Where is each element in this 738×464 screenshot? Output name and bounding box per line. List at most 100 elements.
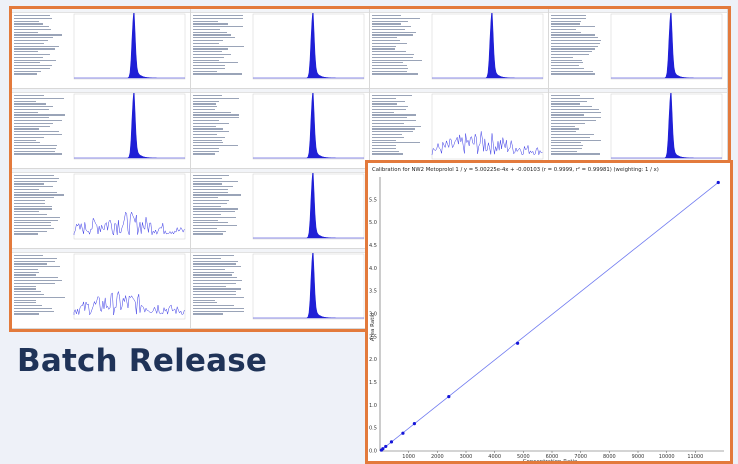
data-point <box>716 180 720 185</box>
tile-metadata-text <box>14 95 68 157</box>
tile-header <box>549 89 727 93</box>
y-tick-label: 0.0 <box>369 449 377 455</box>
x-tick-label: 4000 <box>488 454 501 460</box>
peak-trace <box>74 13 185 79</box>
tile-header <box>12 89 190 93</box>
y-tick-label: 4.5 <box>369 243 377 249</box>
peak-trace <box>253 93 364 159</box>
chart-title: Calibration for NW2 Metoprolol 1 / y = 5… <box>372 166 659 173</box>
chromatogram-plot <box>252 13 365 80</box>
tile-metadata-text <box>372 95 426 157</box>
peak-trace <box>611 13 722 79</box>
chromatogram-plot <box>252 253 365 320</box>
y-tick-label: 1.0 <box>369 403 377 409</box>
data-point <box>447 395 451 399</box>
chromatogram-tile <box>12 249 191 329</box>
chromatogram-tile <box>549 9 728 89</box>
x-tick-label: 3000 <box>460 454 473 460</box>
tile-metadata-text <box>14 175 68 237</box>
tile-metadata-text <box>193 175 247 237</box>
x-tick-label: 1000 <box>402 454 415 460</box>
data-point <box>516 341 520 345</box>
chromatogram-plot <box>431 93 544 160</box>
tile-header <box>549 9 727 13</box>
chromatogram-plot <box>252 173 365 240</box>
chromatogram-tile <box>191 249 370 329</box>
tile-header <box>12 249 190 253</box>
noise-trace <box>73 211 185 236</box>
tile-header <box>12 169 190 173</box>
data-point <box>389 440 394 444</box>
chromatogram-tile <box>191 9 370 89</box>
tile-metadata-text <box>193 15 247 77</box>
tile-metadata-text <box>372 15 426 77</box>
noise-trace <box>431 131 543 156</box>
x-tick-label: 9000 <box>632 454 645 460</box>
calibration-svg: Calibration for NW2 Metoprolol 1 / y = 5… <box>369 166 724 461</box>
data-point <box>384 444 388 449</box>
chromatogram-plot <box>252 93 365 160</box>
peak-trace <box>611 93 722 159</box>
tile-header <box>370 9 548 13</box>
tile-header <box>191 249 369 253</box>
y-tick-label: 3.5 <box>369 289 377 295</box>
peak-trace <box>253 13 364 79</box>
data-point <box>381 447 385 451</box>
chromatogram-tile <box>12 9 191 89</box>
peak-trace <box>253 173 364 239</box>
x-tick-label: 8000 <box>603 454 616 460</box>
x-tick-label: 2000 <box>431 454 444 460</box>
chromatogram-tile <box>12 169 191 249</box>
page-title: Batch Release <box>17 343 268 379</box>
fit-line <box>379 182 719 452</box>
y-tick-label: 5.0 <box>369 220 377 226</box>
tile-metadata-text <box>14 15 68 77</box>
tile-header <box>12 9 190 13</box>
x-axis-label: Concentration Ratio <box>523 459 578 461</box>
y-tick-label: 2.5 <box>369 334 377 340</box>
chromatogram-plot <box>610 13 723 80</box>
chromatogram-tile <box>370 9 549 89</box>
y-axis-label: Area Ratio <box>370 312 376 341</box>
y-tick-label: 2.0 <box>369 357 377 363</box>
chromatogram-tile <box>12 89 191 169</box>
tile-header <box>191 169 369 173</box>
chromatogram-plot <box>73 13 186 80</box>
calibration-chart: Calibration for NW2 Metoprolol 1 / y = 5… <box>365 160 733 464</box>
data-point <box>401 431 405 435</box>
x-tick-label: 6000 <box>546 454 559 460</box>
x-tick-label: 10000 <box>659 454 675 460</box>
data-point <box>412 422 416 426</box>
tile-header <box>191 9 369 13</box>
chromatogram-tile <box>370 89 549 169</box>
noise-trace <box>73 290 185 316</box>
y-tick-label: 5.5 <box>369 197 377 203</box>
tile-metadata-text <box>193 255 247 317</box>
y-tick-label: 0.5 <box>369 426 377 432</box>
x-tick-label: 11000 <box>687 454 703 460</box>
y-tick-label: 4.0 <box>369 266 377 272</box>
y-tick-label: 3.0 <box>369 312 377 318</box>
chromatogram-plot <box>73 173 186 240</box>
tile-header <box>370 89 548 93</box>
chromatogram-grid <box>9 6 731 332</box>
tile-header <box>191 89 369 93</box>
x-tick-label: 7000 <box>574 454 587 460</box>
tile-metadata-text <box>551 15 605 77</box>
tile-metadata-text <box>193 95 247 157</box>
chromatogram-plot <box>73 253 186 320</box>
peak-trace <box>253 253 364 319</box>
y-tick-label: 1.5 <box>369 380 377 386</box>
peak-trace <box>74 93 185 159</box>
chromatogram-plot <box>610 93 723 160</box>
x-tick-label: 5000 <box>517 454 530 460</box>
tile-metadata-text <box>14 255 68 317</box>
tile-metadata-text <box>551 95 605 157</box>
chromatogram-plot <box>73 93 186 160</box>
chromatogram-plot <box>431 13 544 80</box>
chromatogram-tile <box>191 89 370 169</box>
chromatogram-tile <box>191 169 370 249</box>
chromatogram-tile <box>549 89 728 169</box>
peak-trace <box>432 13 543 79</box>
